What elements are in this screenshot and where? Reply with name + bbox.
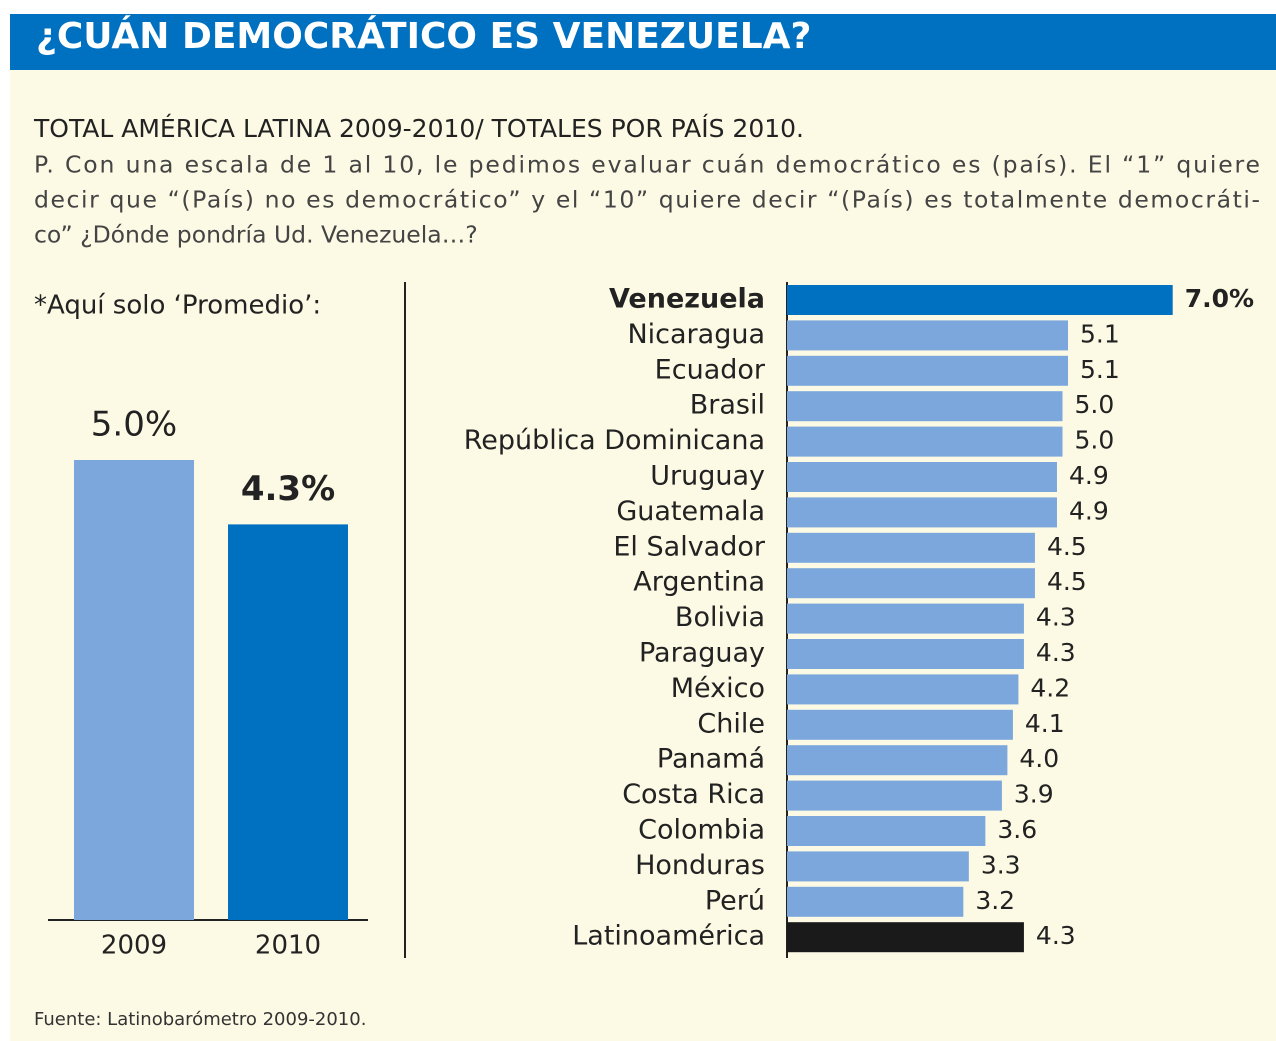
question-line: co” ¿Dónde pondría Ud. Venezuela…? [34,221,478,249]
category-label: Brasil [690,390,765,421]
category-label: Guatemala [616,496,765,527]
bar [787,426,1063,457]
value-label: 7.0% [1185,284,1254,313]
value-label: 4.3% [241,469,335,509]
category-label: Ecuador [655,354,766,385]
category-label: Honduras [635,850,765,881]
bar [787,355,1069,386]
value-label: 4.5 [1047,532,1087,561]
category-label: Panamá [657,744,765,775]
bar [787,816,986,846]
category-label: Chile [697,708,765,739]
bar [787,780,1002,811]
category-label: Bolivia [675,602,765,633]
bar [787,497,1057,528]
bar [787,639,1024,669]
bar [787,922,1024,953]
category-label: Venezuela [609,284,765,315]
value-label: 4.3 [1036,603,1076,632]
subtitle: TOTAL AMÉRICA LATINA 2009-2010/ TOTALES … [33,114,804,143]
value-label: 4.3 [1036,921,1076,950]
category-label: El Salvador [613,531,766,562]
category-label: México [671,673,765,704]
category-label: Perú [705,885,765,916]
category-label: Costa Rica [622,779,765,810]
value-label: 3.6 [997,815,1037,844]
note: *Aquí solo ‘Promedio’: [34,291,321,321]
bar [787,568,1035,599]
bar [787,462,1057,492]
bar [787,886,964,917]
category-label: Nicaragua [627,319,765,350]
value-label: 4.5 [1047,567,1087,596]
x-tick-label: 2009 [101,931,167,961]
value-label: 4.3 [1036,638,1076,667]
bar [787,532,1035,563]
header-bar [10,14,1276,70]
category-label: Latinoamérica [572,921,765,952]
bar [787,851,969,882]
category-label: República Dominicana [464,425,765,456]
category-label: Uruguay [650,461,765,492]
bar [787,391,1063,422]
value-label: 4.2 [1030,673,1070,702]
title: ¿CUÁN DEMOCRÁTICO ES VENEZUELA? [36,15,811,57]
bar [787,603,1024,634]
value-label: 5.1 [1080,319,1120,348]
bar [787,745,1008,776]
value-label: 5.1 [1080,355,1120,384]
value-label: 3.9 [1014,780,1054,809]
value-label: 4.9 [1069,496,1109,525]
bar [787,285,1173,315]
value-label: 5.0 [1075,426,1115,455]
value-label: 3.2 [975,886,1015,915]
bar [228,524,348,920]
category-label: Colombia [638,815,765,846]
value-label: 5.0% [91,405,177,445]
bar [787,674,1019,705]
bar [787,709,1013,740]
bar [787,320,1069,351]
question-line: decir que “(País) no es democrático” y e… [34,186,1260,214]
category-label: Paraguay [639,638,765,669]
value-label: 4.1 [1025,709,1065,738]
source: Fuente: Latinobarómetro 2009-2010. [34,1009,366,1030]
value-label: 4.9 [1069,461,1109,490]
background [10,70,1276,1041]
question-line: P. Con una escala de 1 al 10, le pedimos… [34,151,1260,179]
category-label: Argentina [633,567,765,598]
bar [74,460,194,920]
value-label: 5.0 [1075,390,1115,419]
value-label: 4.0 [1019,744,1059,773]
value-label: 3.3 [981,850,1021,879]
x-tick-label: 2010 [255,931,321,961]
